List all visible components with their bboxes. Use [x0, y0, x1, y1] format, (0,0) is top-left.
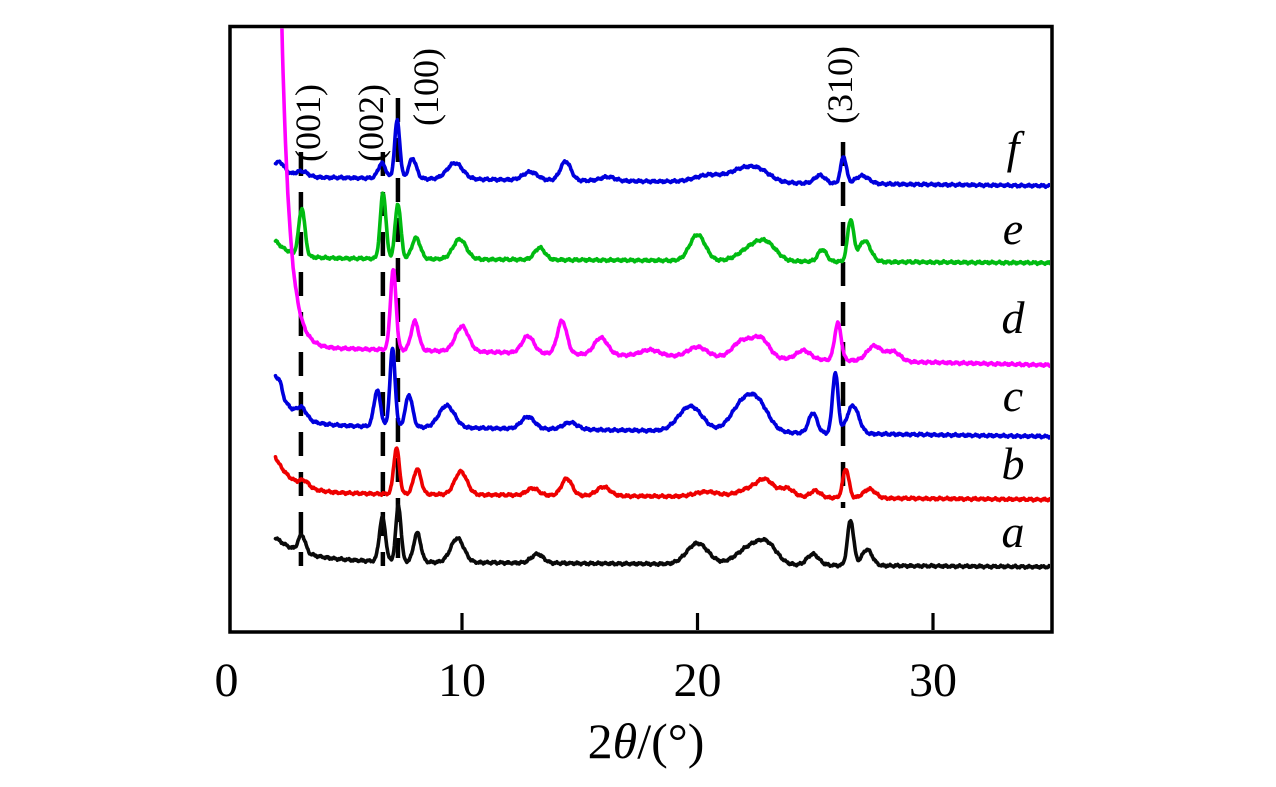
x-tick-label-0: 0: [215, 654, 239, 707]
curve-label-a: a: [1002, 506, 1025, 557]
curve-label-f: f: [1007, 122, 1026, 173]
curve-c: [273, 346, 1050, 440]
theta-symbol: θ: [613, 713, 638, 769]
curves-layer: [273, 28, 1050, 570]
x-tick-label-30: 30: [909, 654, 957, 707]
miller-index-labels-layer: (001) (002) (100) (310): [288, 46, 860, 162]
marker-label-(310): (310): [820, 46, 860, 124]
x-tick-label-10: 10: [438, 654, 486, 707]
marker-label-(001): (001): [288, 84, 328, 162]
x-axis-title-pre: 2: [588, 713, 613, 769]
curve-d: [280, 28, 1050, 368]
curve-label-e: e: [1003, 203, 1023, 254]
x-axis-title: 2θ/(°): [588, 713, 705, 769]
marker-label-(100): (100): [406, 48, 446, 126]
curve-label-c: c: [1003, 370, 1023, 421]
curve-label-d: d: [1002, 292, 1026, 343]
curve-a: [273, 503, 1050, 570]
x-tick-label-20: 20: [674, 654, 722, 707]
curve-label-b: b: [1002, 438, 1025, 489]
marker-label-(002): (002): [351, 84, 391, 162]
curve-e: [273, 191, 1050, 267]
plot-border: [228, 24, 1054, 634]
marker-lines-layer: [298, 98, 846, 566]
x-axis-title-post: /(°): [637, 713, 704, 769]
curve-f: [273, 117, 1050, 189]
x-ticks-group: 0 10 20 30: [215, 613, 957, 707]
curve-b: [273, 446, 1050, 503]
axis-layer: 0 10 20 30 2θ/(°): [215, 24, 1054, 769]
